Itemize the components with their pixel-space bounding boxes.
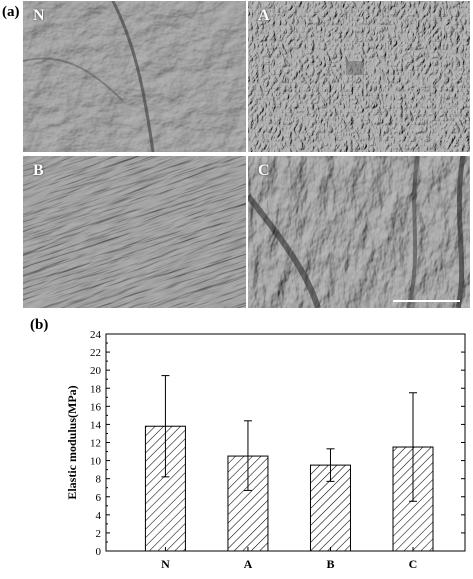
y-tick-label: 12 <box>90 438 101 450</box>
micrograph-a: A <box>248 1 470 152</box>
y-tick-label: 6 <box>96 492 102 504</box>
y-tick-label: 22 <box>90 347 101 359</box>
micrograph-n-texture <box>23 1 246 152</box>
elastic-modulus-chart: 0 2 4 6 8 10 12 14 16 18 20 22 24 Elastic modulus(MPa… <box>0 318 473 574</box>
x-tick-label: A <box>244 557 253 571</box>
micrograph-a-label: A <box>258 7 270 24</box>
micrograph-c-label: C <box>258 162 270 179</box>
y-tick-label: 10 <box>90 456 102 468</box>
y-tick-label: 24 <box>90 329 102 341</box>
micrograph-c-texture <box>248 156 470 308</box>
y-tick-label: 14 <box>90 419 102 431</box>
micrograph-c: C <box>248 156 470 308</box>
micrograph-b: B <box>23 156 246 308</box>
x-tick-label: C <box>409 557 418 571</box>
y-tick-label: 16 <box>90 401 102 413</box>
y-axis-label: Elastic modulus(MPa) <box>65 385 79 499</box>
micrograph-b-texture <box>23 156 246 308</box>
micrograph-n: N <box>23 1 246 152</box>
micrograph-a-texture <box>248 1 470 152</box>
y-tick-label: 20 <box>90 365 102 377</box>
micrograph-b-label: B <box>33 162 44 179</box>
y-tick-label: 2 <box>96 528 102 540</box>
x-tick-label: B <box>326 557 334 571</box>
panel-b-label: (b) <box>30 317 49 333</box>
y-tick-label: 4 <box>96 510 102 522</box>
y-tick-label: 8 <box>96 474 102 486</box>
y-tick-label: 0 <box>96 546 102 558</box>
micrograph-n-label: N <box>33 7 45 24</box>
y-tick-label: 18 <box>90 383 102 395</box>
panel-a-label: (a) <box>2 4 20 20</box>
x-tick-label: N <box>161 557 170 571</box>
